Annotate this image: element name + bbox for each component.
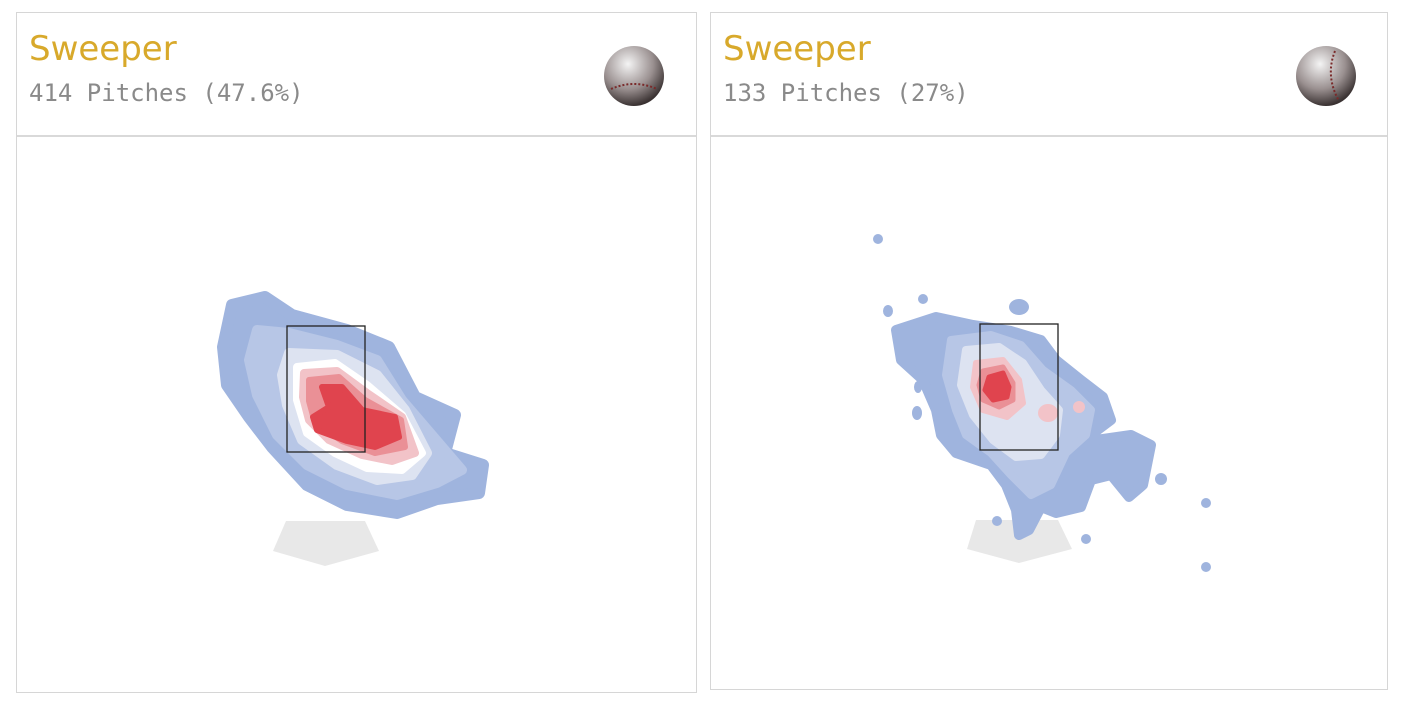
density-pink (1073, 401, 1085, 413)
card-header: Sweeper 414 Pitches (47.6%) (17, 13, 696, 137)
density-pink (1038, 404, 1058, 422)
card-header: Sweeper 133 Pitches (27%) (711, 13, 1387, 137)
baseball-icon (1296, 46, 1356, 106)
density-red (310, 384, 402, 450)
outlier-dots (873, 234, 1211, 572)
density-red (982, 370, 1012, 403)
pitch-count: 133 Pitches (27%) (723, 79, 969, 107)
pitch-title: Sweeper (29, 29, 177, 69)
heatmap (873, 234, 1211, 572)
pitch-title: Sweeper (723, 29, 871, 69)
pitch-card: Sweeper 133 Pitches (27%) (710, 12, 1388, 690)
strike-zone (286, 325, 366, 453)
home-plate (967, 520, 1072, 563)
baseball-icon (604, 46, 664, 106)
heatmap (217, 291, 489, 566)
strike-zone (979, 323, 1059, 451)
pitch-card: Sweeper 414 Pitches (47.6%) (16, 12, 697, 693)
pitch-count: 414 Pitches (47.6%) (29, 79, 304, 107)
home-plate (273, 521, 379, 566)
